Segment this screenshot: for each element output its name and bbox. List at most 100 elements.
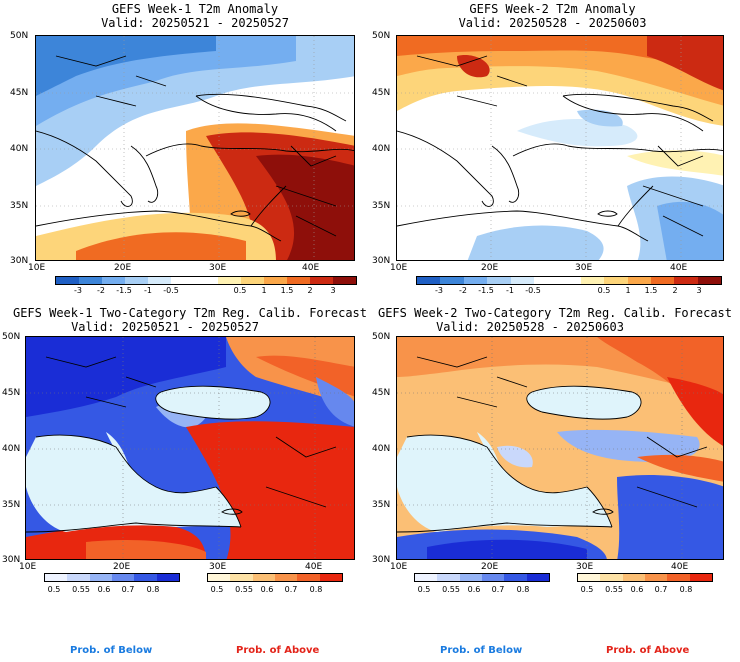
- panel-title: GEFS Week-1 T2m Anomaly: [111, 2, 279, 16]
- cbar-tick: -3: [435, 286, 443, 295]
- lon-label: 30E: [209, 263, 227, 273]
- cbar-swatch: [286, 277, 310, 284]
- map-canvas: [397, 337, 723, 559]
- cbar-tick: 0.8: [309, 585, 323, 594]
- cbar-swatch: [102, 277, 126, 284]
- cbar-tick: -0.5: [163, 286, 179, 295]
- panel-valid-dates: Valid: 20250528 - 20250603: [436, 320, 624, 334]
- cbar-tick: 1: [625, 286, 631, 295]
- cbar-swatch: [156, 574, 179, 581]
- prob-above-legend-label: Prob. of Above: [236, 645, 320, 656]
- cbar-swatch: [674, 277, 698, 284]
- cbar-swatch: [526, 574, 549, 581]
- cbar-tick: -2: [97, 286, 105, 295]
- cbar-swatch: [667, 574, 690, 581]
- panel-title: GEFS Week-1 Two-Category T2m Reg. Calib.…: [12, 306, 367, 320]
- cbar-tick: 0.5: [417, 585, 431, 594]
- cbar-swatch: [644, 574, 668, 581]
- cbar-tick: 0.7: [491, 585, 505, 594]
- cbar-tick: 0.6: [260, 585, 274, 594]
- lon-label: 40E: [670, 263, 688, 273]
- anomaly-colorbar: [416, 276, 722, 285]
- cbar-swatch: [415, 574, 438, 581]
- panel-valid-dates: Valid: 20250521 - 20250527: [101, 16, 289, 30]
- cbar-swatch: [89, 574, 112, 581]
- cbar-swatch: [319, 574, 342, 581]
- cbar-tick: 0.55: [235, 585, 253, 594]
- cbar-swatch: [111, 574, 135, 581]
- cbar-swatch: [510, 277, 534, 284]
- cbar-swatch: [459, 574, 482, 581]
- lat-label: 50N: [372, 31, 391, 41]
- cbar-tick: -1.5: [478, 286, 494, 295]
- lat-label: 35N: [372, 201, 391, 211]
- cbar-swatch: [440, 277, 464, 284]
- cbar-swatch: [487, 277, 511, 284]
- lat-label: 45N: [2, 388, 21, 398]
- lat-label: 50N: [10, 31, 29, 41]
- cbar-tick: 2: [672, 286, 678, 295]
- lat-label: 45N: [372, 388, 391, 398]
- lat-label: 30N: [372, 256, 391, 266]
- cbar-tick: 0.8: [146, 585, 160, 594]
- cbar-swatch: [463, 277, 488, 284]
- cbar-tick: -2: [459, 286, 467, 295]
- cbar-swatch: [171, 277, 195, 284]
- cbar-swatch: [332, 277, 357, 284]
- anomaly-colorbar: [55, 276, 357, 285]
- lat-label: 50N: [2, 332, 21, 342]
- cbar-swatch: [56, 277, 80, 284]
- panel-week1-probability: GEFS Week-1 Two-Category T2m Reg. Calib.…: [0, 300, 370, 600]
- map-canvas: [26, 337, 354, 559]
- lat-label: 40N: [2, 444, 21, 454]
- lon-label: 20E: [113, 562, 131, 572]
- cbar-tick: 0.5: [47, 585, 61, 594]
- prob-below-colorbar: [414, 573, 550, 582]
- lat-label: 35N: [2, 500, 21, 510]
- anomaly-map-week2: [396, 35, 724, 261]
- lat-label: 30N: [2, 555, 21, 565]
- lon-label: 30E: [576, 562, 594, 572]
- panel-title: GEFS Week-2 T2m Anomaly: [469, 2, 636, 16]
- lon-label: 10E: [28, 263, 46, 273]
- prob-below-legend-label: Prob. of Below: [70, 645, 153, 656]
- cbar-swatch: [194, 277, 218, 284]
- lon-label: 40E: [302, 263, 320, 273]
- cbar-swatch: [578, 574, 601, 581]
- prob-below-legend-label: Prob. of Below: [440, 645, 523, 656]
- lon-label: 10E: [390, 263, 408, 273]
- lat-label: 40N: [10, 144, 29, 154]
- cbar-swatch: [125, 277, 149, 284]
- cbar-swatch: [437, 574, 460, 581]
- lat-label: 45N: [10, 88, 29, 98]
- map-canvas: [36, 36, 354, 260]
- probability-map-week2: [396, 336, 724, 560]
- cbar-swatch: [252, 574, 275, 581]
- lon-label: 40E: [671, 562, 689, 572]
- lon-label: 10E: [19, 562, 37, 572]
- cbar-swatch: [240, 277, 264, 284]
- lon-label: 20E: [481, 562, 499, 572]
- cbar-swatch: [622, 574, 645, 581]
- lat-label: 35N: [372, 500, 391, 510]
- cbar-tick: 0.7: [121, 585, 135, 594]
- cbar-tick: 2: [307, 286, 313, 295]
- cbar-swatch: [689, 574, 712, 581]
- cbar-swatch: [627, 277, 651, 284]
- panel-week1-anomaly: GEFS Week-1 T2m Anomaly Valid: 20250521 …: [0, 0, 370, 300]
- lat-label: 35N: [10, 201, 29, 211]
- cbar-tick: 3: [696, 286, 702, 295]
- prob-above-colorbar: [577, 573, 713, 582]
- cbar-swatch: [533, 277, 558, 284]
- panel-week2-anomaly: GEFS Week-2 T2m Anomaly Valid: 20250528 …: [370, 0, 740, 300]
- anomaly-map-week1: [35, 35, 355, 261]
- cbar-tick: 0.5: [597, 286, 611, 295]
- cbar-tick: -1: [144, 286, 152, 295]
- panel-valid-dates: Valid: 20250528 - 20250603: [458, 16, 647, 30]
- prob-above-legend-label: Prob. of Above: [606, 645, 690, 656]
- cbar-tick: -1.5: [116, 286, 132, 295]
- cbar-tick: 0.55: [605, 585, 623, 594]
- cbar-swatch: [580, 277, 605, 284]
- cbar-swatch: [604, 277, 628, 284]
- cbar-tick: 0.5: [580, 585, 594, 594]
